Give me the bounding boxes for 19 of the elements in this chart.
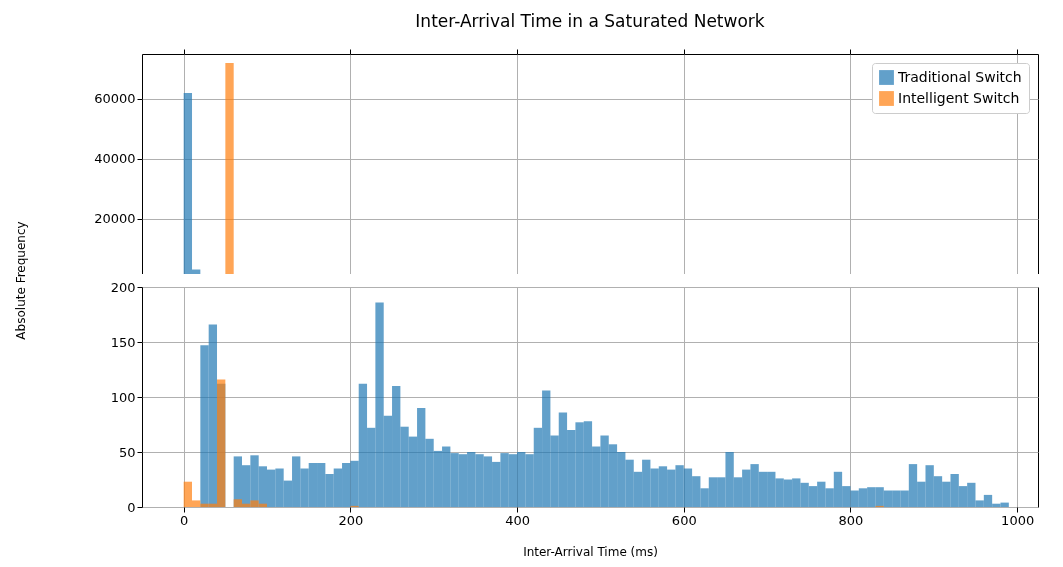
chart-title: Inter-Arrival Time in a Saturated Network (415, 10, 765, 31)
x-axis-title: Inter-Arrival Time (ms) (523, 544, 658, 559)
y-axis-title: Absolute Frequency (13, 221, 28, 340)
y-tick-label: 60000 (94, 91, 136, 107)
x-tick-label: 800 (838, 512, 864, 528)
legend-label: Intelligent Switch (898, 89, 1020, 106)
y-tick-label: 150 (110, 334, 136, 350)
x-tick-label: 400 (505, 512, 530, 528)
legend-label: Traditional Switch (897, 68, 1022, 85)
y-tick-label: 40000 (94, 151, 136, 167)
y-tick-label: 20000 (94, 211, 136, 227)
y-tick-label: 200 (110, 279, 136, 295)
x-tick-label: 0 (180, 512, 189, 528)
y-tick-label: 100 (110, 389, 136, 405)
y-tick-label: 50 (118, 444, 136, 460)
y-tick-label: 0 (127, 499, 136, 515)
x-tick-label: 600 (671, 512, 697, 528)
x-tick-label: 200 (338, 512, 364, 528)
x-tick-label: 1000 (1001, 512, 1035, 528)
